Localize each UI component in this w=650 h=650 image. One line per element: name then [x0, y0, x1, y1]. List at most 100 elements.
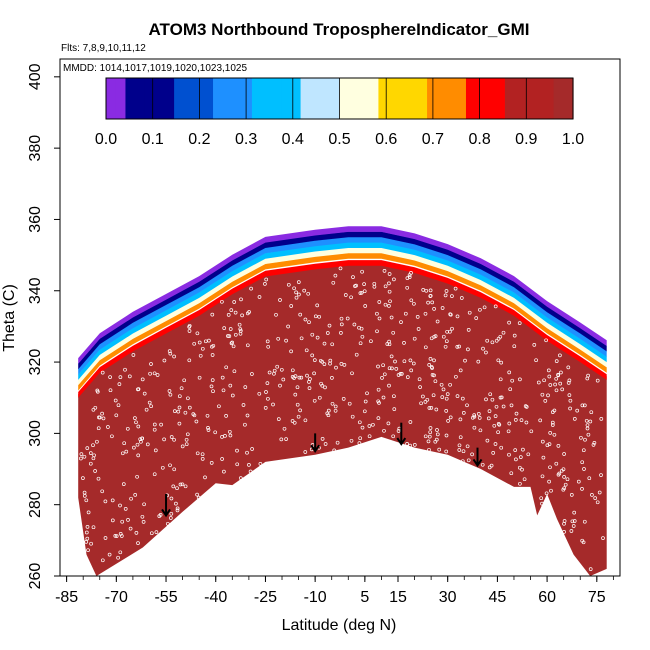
sample-point: [362, 289, 367, 294]
sample-point: [430, 373, 435, 377]
sample-point: [444, 433, 449, 438]
sample-point: [319, 381, 323, 386]
sample-point: [297, 292, 301, 297]
sample-point: [579, 435, 583, 440]
sample-point: [435, 428, 439, 432]
sample-point: [263, 282, 267, 286]
sample-point: [408, 420, 413, 424]
sample-point: [562, 486, 567, 491]
sample-point: [320, 437, 325, 441]
sample-point: [507, 370, 512, 375]
sample-point: [124, 449, 129, 454]
sample-point: [358, 341, 363, 346]
sample-point: [470, 452, 474, 457]
sample-point: [303, 418, 308, 423]
colorbar-swatch: [514, 78, 525, 119]
sample-point: [362, 282, 366, 286]
sample-point: [485, 438, 490, 443]
sample-point: [566, 365, 571, 370]
sample-point: [485, 338, 490, 343]
sample-point: [428, 288, 433, 293]
sample-point: [169, 435, 174, 439]
sample-point: [226, 313, 231, 317]
sample-point: [154, 530, 159, 534]
sample-point: [110, 434, 114, 439]
sample-point: [232, 369, 237, 374]
sample-point: [347, 401, 352, 406]
sample-point: [382, 269, 387, 273]
sample-point: [318, 358, 323, 363]
sample-point: [220, 375, 225, 380]
sample-point: [435, 432, 440, 437]
colorbar-swatch: [183, 78, 195, 119]
sample-point: [399, 372, 404, 376]
sample-point: [454, 374, 458, 379]
sample-point: [453, 286, 458, 291]
sample-point: [113, 398, 118, 403]
sample-point: [303, 317, 308, 322]
sample-point: [599, 473, 603, 477]
sample-point: [307, 380, 311, 384]
chart-title: ATOM3 Northbound TroposphereIndicator_GM…: [149, 20, 530, 39]
sample-point: [589, 410, 594, 415]
sample-point: [558, 353, 562, 358]
sample-point: [210, 378, 215, 382]
sample-point: [330, 376, 334, 380]
sample-point: [278, 383, 282, 388]
sample-point: [335, 440, 340, 445]
sample-point: [89, 541, 93, 546]
chart-subtitle-dates: MMDD: 1014,1017,1019,1020,1023,1025: [63, 63, 247, 74]
sample-point: [200, 346, 205, 351]
sample-point: [305, 373, 309, 378]
sample-point: [86, 548, 90, 553]
sample-point: [396, 373, 401, 377]
sample-point: [183, 410, 188, 415]
sample-point: [222, 469, 226, 474]
sample-point: [176, 409, 181, 414]
sample-point: [174, 501, 178, 506]
sample-point: [197, 340, 202, 345]
sample-point: [376, 416, 381, 420]
sample-point: [392, 277, 396, 282]
sample-point: [441, 387, 446, 392]
colorbar: 0.0 0.1 0.2 0.3 0.4 0.5 0.6 0.7 0.8 0.9 1.0: [95, 77, 584, 148]
colorbar-swatch: [203, 78, 214, 119]
sample-point: [547, 374, 552, 379]
sample-point: [488, 392, 493, 397]
sample-point: [249, 286, 253, 291]
sample-point: [458, 417, 463, 422]
flight-arrow-head: [161, 508, 171, 518]
sample-point: [96, 476, 101, 481]
sample-point: [432, 334, 437, 339]
sample-point: [426, 300, 430, 305]
sample-point: [86, 510, 91, 515]
colorbar-swatch: [436, 78, 448, 119]
sample-point: [423, 434, 428, 439]
sample-point: [339, 322, 344, 327]
sample-point: [317, 395, 322, 400]
sample-point: [339, 331, 343, 335]
sample-point: [385, 342, 390, 346]
sample-point: [360, 269, 364, 274]
transition-band: [78, 253, 607, 391]
sample-point: [307, 386, 312, 390]
sample-point: [506, 429, 511, 434]
sample-point: [250, 372, 254, 376]
sample-point: [419, 401, 423, 406]
sample-point: [296, 280, 301, 284]
sample-point: [195, 451, 200, 456]
sample-point: [513, 418, 518, 422]
sample-point: [148, 371, 152, 376]
sample-point: [267, 370, 272, 375]
sample-point: [507, 452, 511, 457]
sample-point: [586, 432, 591, 437]
sample-point: [580, 460, 585, 465]
sample-point: [486, 416, 491, 421]
y-tick-label: 280: [27, 491, 44, 518]
sample-point: [126, 518, 130, 522]
sample-point: [415, 315, 420, 319]
sample-point: [306, 291, 311, 296]
sample-point: [175, 508, 180, 513]
sample-point: [135, 442, 140, 447]
sample-point: [121, 482, 126, 486]
